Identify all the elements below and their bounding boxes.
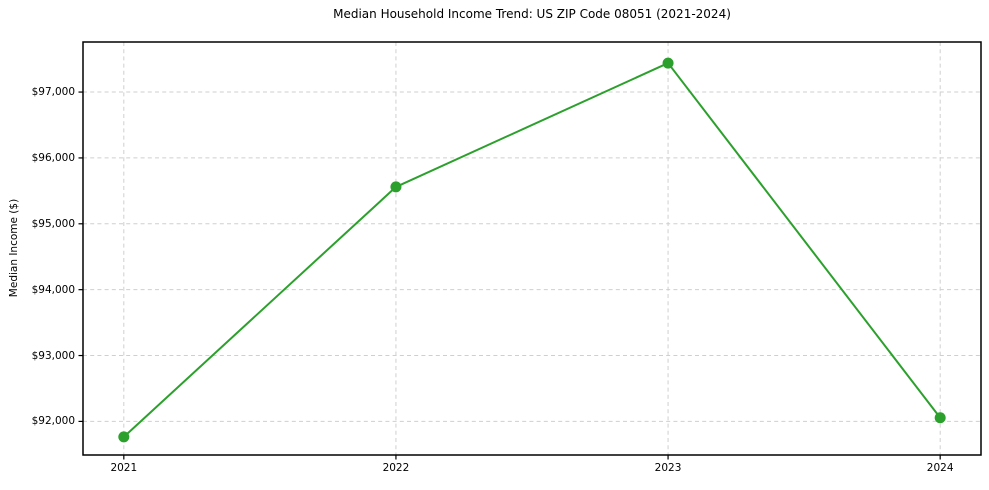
data-point-marker xyxy=(934,412,946,424)
x-tick-label: 2021 xyxy=(110,462,138,474)
y-tick-label: $92,000 xyxy=(31,415,75,428)
data-point-marker xyxy=(662,57,674,69)
chart-title: Median Household Income Trend: US ZIP Co… xyxy=(333,7,731,21)
data-point-marker xyxy=(118,431,130,443)
data-line xyxy=(122,62,942,438)
x-tick-label: 2024 xyxy=(926,462,954,474)
x-tick-label: 2022 xyxy=(382,462,410,474)
y-tick-label: $94,000 xyxy=(31,283,75,296)
y-tick-label: $93,000 xyxy=(31,349,75,362)
x-tick-label: 2023 xyxy=(654,462,682,474)
y-tick-label: $96,000 xyxy=(31,151,75,164)
y-tick-label: $97,000 xyxy=(31,86,75,99)
plot-border xyxy=(82,41,982,456)
data-point-marker xyxy=(390,181,402,193)
y-tick-label: $95,000 xyxy=(31,217,75,230)
